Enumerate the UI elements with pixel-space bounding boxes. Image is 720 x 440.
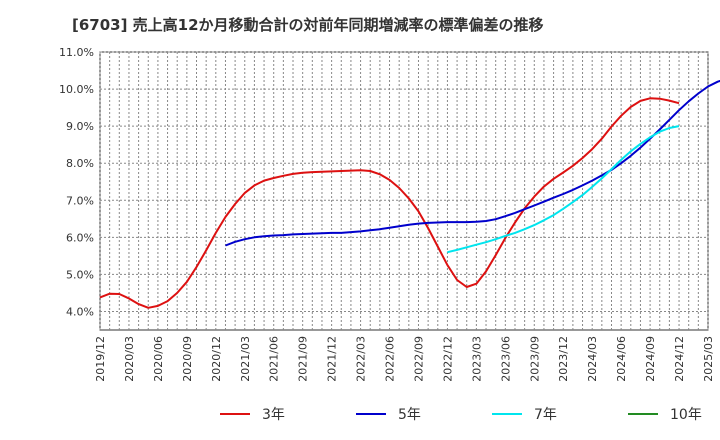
x-tick-label: 2021/03: [239, 336, 252, 382]
legend: 3年 5年 7年 10年: [220, 407, 702, 423]
series-line-2: [447, 125, 680, 254]
axis-layer: 4.0% 5.0% 6.0% 7.0% 8.0% 9.0% 10.0% 11.0% 2019/1…: [59, 46, 715, 382]
y-tick-label: 9.0%: [66, 120, 94, 133]
x-tick-label: 2023/06: [499, 336, 512, 382]
plot-area: [99, 51, 709, 331]
y-tick-label: 5.0%: [66, 268, 94, 281]
x-tick-label: 2020/03: [123, 336, 136, 382]
x-tick-label: 2021/06: [268, 336, 281, 382]
y-tick-label: 4.0%: [66, 305, 94, 318]
legend-label-3: 10年: [670, 407, 702, 423]
x-tick-label: 2024/06: [615, 336, 628, 382]
series-layer: [99, 79, 720, 309]
x-tick-label: 2022/06: [384, 336, 397, 382]
legend-label-1: 5年: [398, 407, 421, 423]
x-tick-label: 2023/12: [557, 336, 570, 382]
x-tick-label: 2020/06: [152, 336, 165, 382]
x-tick-label: 2025/03: [702, 336, 715, 382]
y-tick-label: 6.0%: [66, 231, 94, 244]
x-tick-label: 2022/12: [441, 336, 454, 382]
x-tick-label: 2019/12: [94, 336, 107, 382]
x-tick-label: 2021/12: [326, 336, 339, 382]
x-tick-label: 2023/03: [470, 336, 483, 382]
grid-layer: [99, 51, 709, 331]
x-tick-label: 2020/09: [181, 336, 194, 382]
x-tick-label: 2024/09: [644, 336, 657, 382]
y-tick-label: 8.0%: [66, 157, 94, 170]
x-tick-label: 2022/09: [412, 336, 425, 382]
legend-label-2: 7年: [534, 407, 557, 423]
x-tick-label: 2020/12: [210, 336, 223, 382]
y-tick-label: 7.0%: [66, 194, 94, 207]
series-line-0: [99, 97, 680, 309]
legend-label-0: 3年: [262, 407, 285, 423]
x-tick-label: 2024/12: [673, 336, 686, 382]
x-tick-label: 2023/09: [528, 336, 541, 382]
x-tick-label: 2024/03: [586, 336, 599, 382]
x-tick-label: 2021/09: [297, 336, 310, 382]
chart-title: [6703] 売上高12か月移動合計の対前年同期増減率の標準偏差の推移: [72, 16, 544, 34]
y-tick-label: 11.0%: [59, 46, 94, 59]
y-tick-label: 10.0%: [59, 83, 94, 96]
x-tick-label: 2022/03: [355, 336, 368, 382]
